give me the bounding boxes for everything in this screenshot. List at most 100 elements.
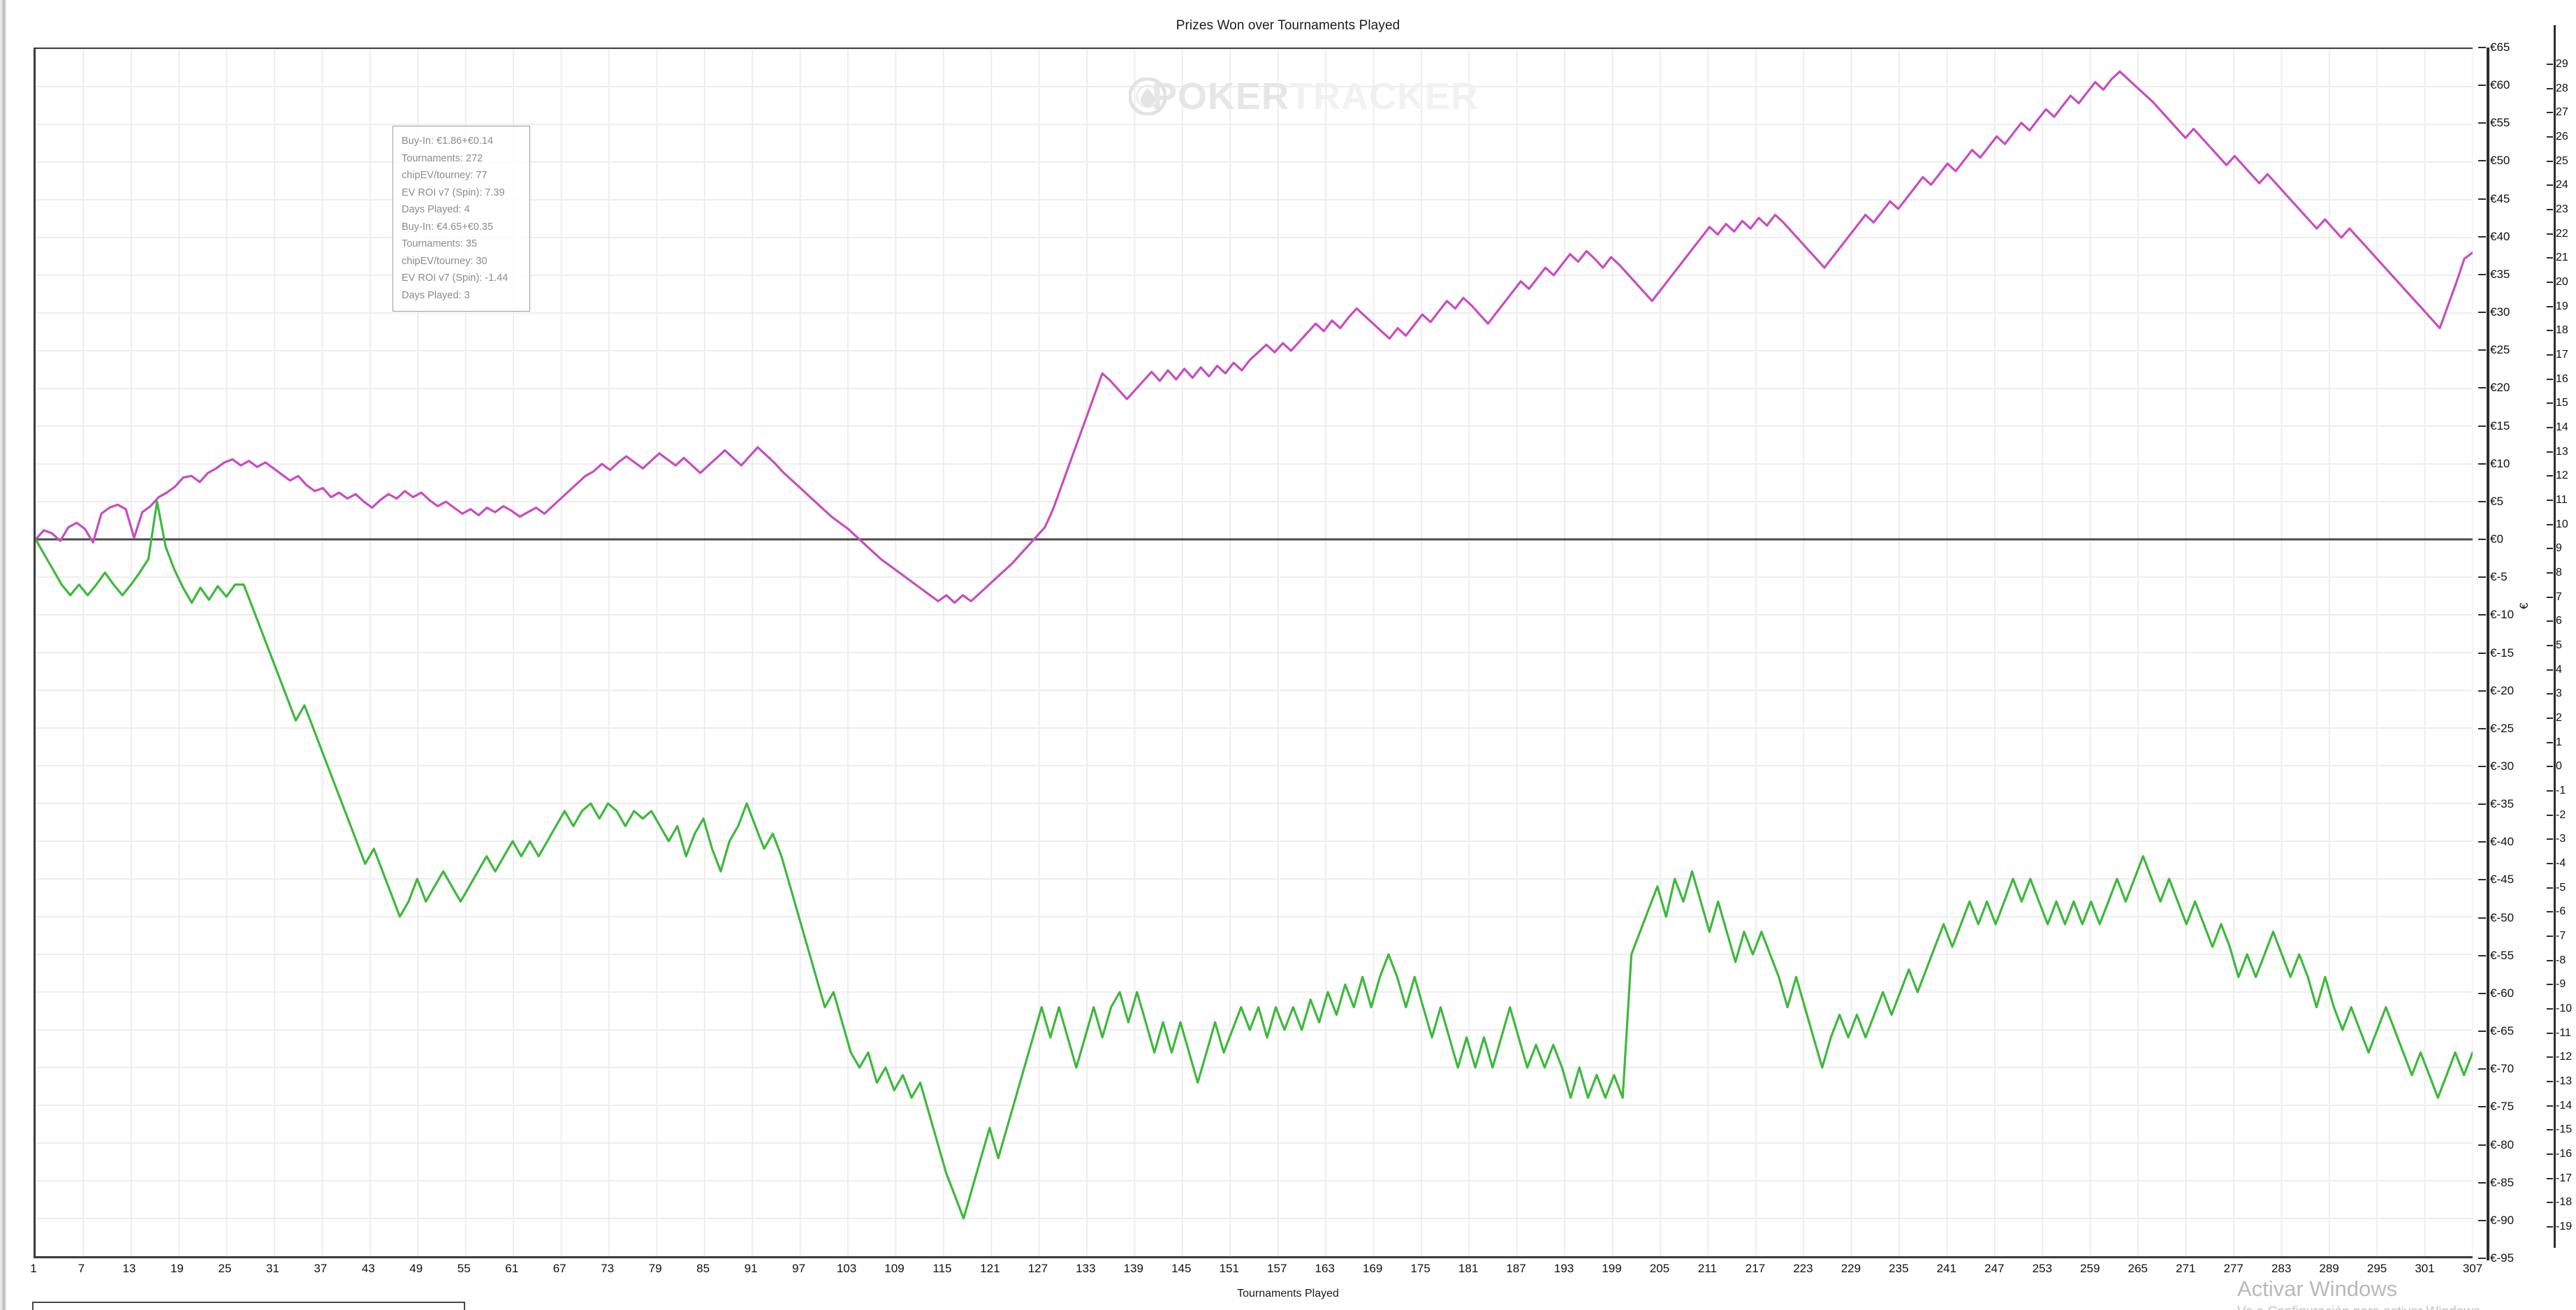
tick-label: 22	[2556, 227, 2568, 240]
y-axis-secondary-tick-18: 11	[2547, 494, 2568, 507]
tick-label: €-50	[2490, 910, 2515, 924]
x-axis-tick-211: 211	[1697, 1262, 1718, 1275]
bottom-panel[interactable]	[32, 1302, 465, 1310]
tick-label: 28	[2556, 82, 2568, 94]
tick-label: 27	[2556, 106, 2568, 119]
y-axis-secondary-tick-30: -1	[2547, 785, 2566, 797]
y-axis-secondary-tick-39: -10	[2547, 1003, 2572, 1015]
x-axis-tick-13: 13	[122, 1262, 136, 1275]
tick-label: €0	[2490, 532, 2503, 546]
tick-label: €40	[2490, 229, 2510, 243]
tick-mark	[2547, 427, 2553, 428]
tick-mark	[2478, 614, 2486, 616]
y-axis-secondary-tick-20: 9	[2547, 542, 2562, 555]
tick-label: 7	[2556, 590, 2562, 603]
tick-mark	[2547, 766, 2553, 768]
tick-label: 16	[2556, 372, 2568, 385]
y-axis-secondary-tick-17: 12	[2547, 470, 2568, 482]
tick-mark	[2547, 741, 2553, 743]
tick-mark	[2547, 718, 2553, 719]
tick-mark	[2478, 803, 2486, 806]
tick-label: €-15	[2490, 646, 2515, 660]
x-axis-tick-61: 61	[505, 1262, 519, 1275]
x-axis-tick-43: 43	[361, 1262, 375, 1275]
x-axis-tick-97: 97	[792, 1262, 805, 1275]
tick-mark	[2547, 1056, 2553, 1058]
tick-label: 8	[2556, 567, 2562, 578]
y-axis-secondary-tick-5: 24	[2547, 179, 2568, 191]
y-axis-secondary-tick-3: 26	[2547, 131, 2568, 143]
tick-mark	[2547, 838, 2553, 840]
x-axis-tick-145: 145	[1171, 1262, 1192, 1275]
tick-mark	[2547, 814, 2553, 816]
tick-mark	[2547, 475, 2553, 477]
x-axis-tick-259: 259	[2080, 1262, 2100, 1275]
tick-label: €15	[2490, 419, 2510, 432]
x-axis-tick-103: 103	[836, 1262, 857, 1275]
tick-mark	[2547, 548, 2553, 550]
x-axis-tick-139: 139	[1123, 1262, 1143, 1275]
y-axis-right-line	[2487, 48, 2489, 1260]
tick-mark	[2478, 841, 2486, 843]
y-axis-secondary-tick-6: 23	[2547, 203, 2568, 216]
tick-label: 4	[2556, 663, 2562, 676]
x-axis-tick-271: 271	[2175, 1262, 2196, 1275]
tick-label: -16	[2556, 1148, 2573, 1160]
x-axis-tick-163: 163	[1315, 1262, 1335, 1275]
tick-mark	[2478, 500, 2486, 502]
tick-label: -9	[2556, 978, 2566, 991]
tick-mark	[2478, 1181, 2486, 1184]
tick-label: €-5	[2490, 570, 2508, 584]
x-axis-tick-157: 157	[1267, 1262, 1287, 1275]
y-axis-secondary-tick-1: 28	[2547, 82, 2568, 95]
x-axis-tick-115: 115	[932, 1262, 952, 1275]
x-axis-tick-31: 31	[265, 1262, 279, 1275]
tick-label: 0	[2556, 760, 2562, 773]
x-axis-tick-223: 223	[1793, 1262, 1813, 1275]
tick-mark	[2547, 887, 2553, 889]
y-axis-secondary-tick-38: -9	[2547, 978, 2566, 991]
tick-mark	[2547, 378, 2553, 380]
x-axis-tick-127: 127	[1027, 1262, 1048, 1275]
y-axis-secondary-line	[2554, 25, 2556, 1248]
y-axis-secondary-tick-7: 22	[2547, 228, 2568, 240]
tick-label: €35	[2490, 267, 2510, 281]
tick-label: -2	[2556, 808, 2566, 821]
x-axis-tick-283: 283	[2271, 1262, 2292, 1275]
tick-mark	[2478, 1258, 2486, 1259]
tick-mark	[2547, 184, 2553, 187]
y-axis-secondary-tick-37: -8	[2547, 954, 2566, 967]
tick-label: 1	[2556, 736, 2562, 748]
tick-mark	[2478, 425, 2486, 427]
tick-label: 24	[2556, 179, 2568, 191]
y-axis-secondary-tick-31: -2	[2547, 809, 2566, 822]
tick-mark	[2547, 911, 2553, 913]
tick-label: -6	[2556, 905, 2566, 918]
tick-label: -1	[2556, 785, 2566, 796]
tick-mark	[2547, 645, 2553, 646]
tick-mark	[2547, 500, 2553, 501]
x-axis-tick-253: 253	[2032, 1262, 2052, 1275]
tick-mark	[2478, 690, 2486, 692]
tick-mark	[2547, 1177, 2553, 1179]
tick-label: €-70	[2490, 1062, 2515, 1076]
tick-mark	[2478, 312, 2486, 314]
tick-label: €65	[2490, 41, 2510, 54]
stats-line-5: Buy-In: €4.65+€0.35	[402, 221, 494, 233]
tick-label: -18	[2556, 1196, 2573, 1209]
tick-mark	[2478, 122, 2486, 124]
tick-mark	[2547, 790, 2553, 792]
y-axis-secondary-tick-14: 15	[2547, 397, 2568, 409]
tick-mark	[2478, 765, 2486, 767]
x-axis-tick-205: 205	[1649, 1262, 1670, 1275]
tick-mark	[2478, 879, 2486, 881]
y-axis-secondary-tick-41: -12	[2547, 1051, 2572, 1063]
tick-mark	[2547, 305, 2553, 307]
stats-legend-box: Buy-In: €1.86+€0.14 Tournaments: 272 chi…	[393, 126, 530, 312]
tick-label: €30	[2490, 305, 2510, 319]
tick-mark	[2478, 387, 2486, 389]
tick-label: €-55	[2490, 948, 2515, 962]
y-axis-secondary-tick-48: -19	[2547, 1221, 2572, 1233]
y-axis-secondary-tick-2: 27	[2547, 106, 2568, 119]
